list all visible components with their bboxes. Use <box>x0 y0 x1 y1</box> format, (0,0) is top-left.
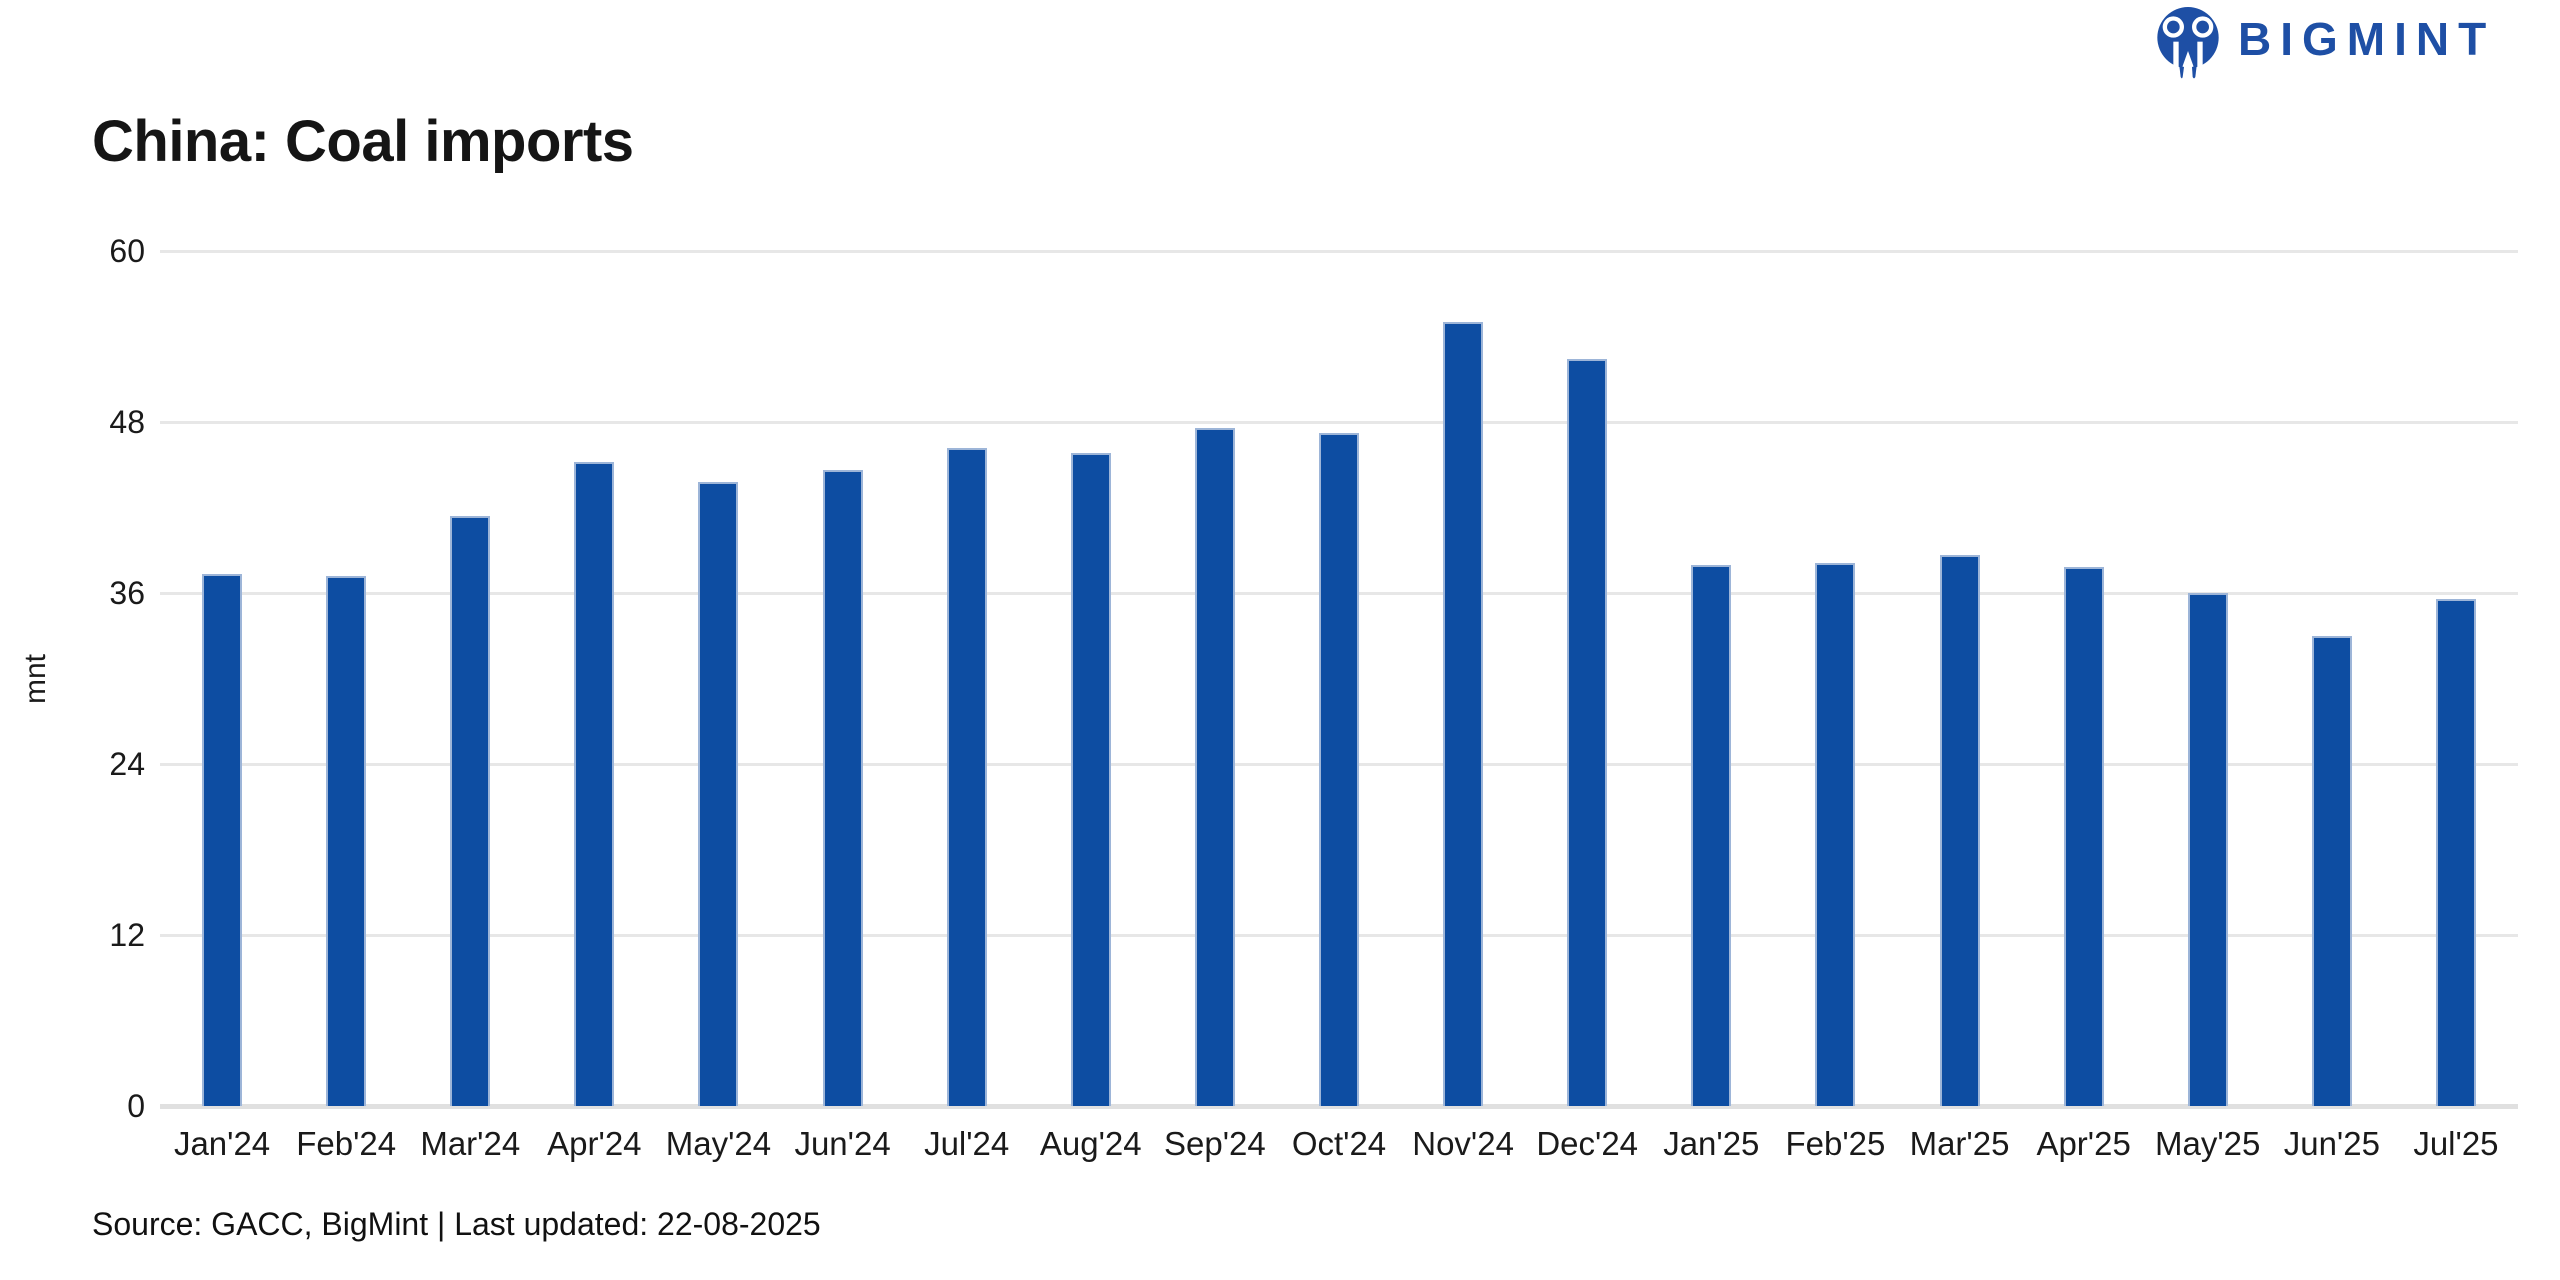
bigmint-logo-text: BIGMINT <box>2238 13 2496 65</box>
bar-Jun-25 <box>2311 635 2352 1106</box>
y-tick-label-12: 12 <box>109 917 145 953</box>
bar-Jul-25 <box>2435 598 2476 1106</box>
x-tick-label-Nov-24: Nov'24 <box>1412 1125 1514 1162</box>
x-tick-label-Jun-25: Jun'25 <box>2283 1125 2380 1162</box>
source-note: Source: GACC, BigMint | Last updated: 22… <box>92 1206 821 1242</box>
bar-Feb-24 <box>326 575 367 1106</box>
bar-Jan-25 <box>1691 564 1732 1106</box>
x-tick-label-Jan-24: Jan'24 <box>173 1125 271 1162</box>
gridline-y-60 <box>160 249 2518 253</box>
x-tick-label-May-25: May'25 <box>2155 1125 2261 1162</box>
bar-May-25 <box>2187 593 2228 1106</box>
x-tick-label-Oct-24: Oct'24 <box>1291 1125 1387 1162</box>
x-tick-label-Jul-25: Jul'25 <box>2413 1125 2499 1162</box>
bar-Aug-24 <box>1070 453 1111 1106</box>
x-tick-label-Jun-24: Jun'24 <box>794 1125 891 1162</box>
bar-Apr-24 <box>574 461 615 1106</box>
bar-Apr-25 <box>2063 567 2104 1106</box>
bar-Jul-24 <box>946 447 987 1106</box>
bar-Mar-25 <box>1939 554 1980 1106</box>
bar-Jan-24 <box>202 574 243 1106</box>
x-tick-label-Jul-24: Jul'24 <box>924 1125 1010 1162</box>
bar-Sep-24 <box>1194 427 1235 1106</box>
x-tick-label-Dec-24: Dec'24 <box>1536 1125 1639 1162</box>
gridline-y-48 <box>160 420 2518 424</box>
y-tick-label-24: 24 <box>109 746 145 782</box>
bar-chart-plot-area <box>160 249 2518 1109</box>
x-tick-label-Aug-24: Aug'24 <box>1039 1125 1142 1162</box>
bar-Mar-24 <box>450 516 491 1106</box>
chart-title: China: Coal imports <box>92 109 634 174</box>
x-axis-baseline <box>160 1103 2518 1109</box>
x-tick-label-Feb-24: Feb'24 <box>296 1125 397 1162</box>
y-tick-label-60: 60 <box>109 233 145 269</box>
x-tick-label-Feb-25: Feb'25 <box>1785 1125 1886 1162</box>
bar-Nov-24 <box>1443 322 1484 1106</box>
bar-Dec-24 <box>1567 359 1608 1106</box>
x-tick-label-Apr-25: Apr'25 <box>2036 1125 2131 1162</box>
y-tick-label-48: 48 <box>109 404 145 440</box>
bar-May-24 <box>698 481 739 1106</box>
x-tick-label-Apr-24: Apr'24 <box>547 1125 642 1162</box>
bar-Jun-24 <box>822 470 863 1106</box>
y-tick-label-0: 0 <box>127 1088 145 1124</box>
x-tick-label-May-24: May'24 <box>665 1125 772 1162</box>
x-tick-label-Mar-25: Mar'25 <box>1909 1125 2010 1162</box>
x-tick-label-Jan-25: Jan'25 <box>1663 1125 1760 1162</box>
bar-Oct-24 <box>1319 433 1359 1106</box>
x-tick-label-Mar-24: Mar'24 <box>420 1125 521 1162</box>
y-axis-title: mnt <box>19 654 52 705</box>
bigmint-logo: BIGMINT <box>2148 4 2495 82</box>
bar-Feb-25 <box>1815 563 1856 1106</box>
bigmint-logo-icon <box>2148 4 2228 82</box>
x-tick-label-Sep-24: Sep'24 <box>1164 1125 1266 1162</box>
y-tick-label-36: 36 <box>109 575 145 611</box>
